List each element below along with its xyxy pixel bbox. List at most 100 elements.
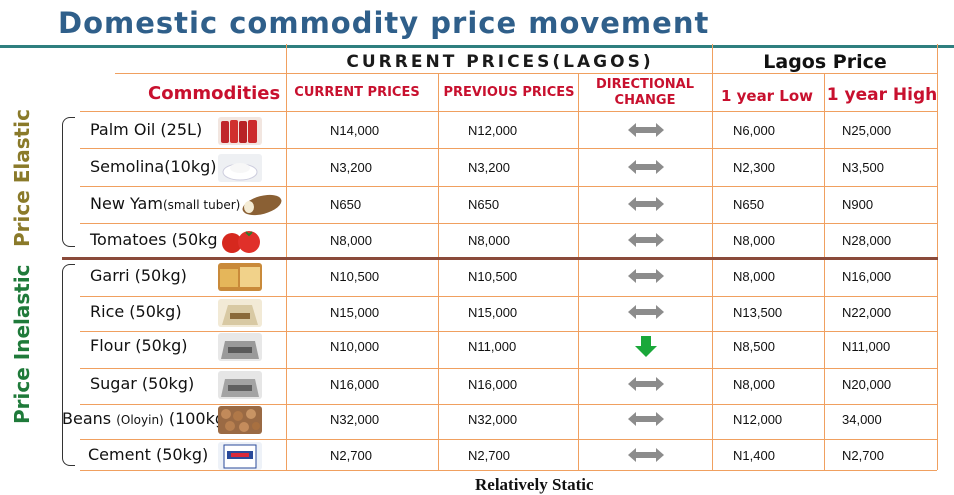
current-price-cell: N14,000 (330, 123, 380, 138)
one-year-high-cell: N900 (842, 197, 874, 212)
grid-hline (80, 111, 937, 112)
grid-hline (80, 404, 937, 405)
previous-price-cell: N3,200 (468, 160, 510, 175)
commodity-name: Beans (Oloyin) (100kg) (62, 409, 231, 428)
directional-change-header: DIRECTIONAL CHANGE (580, 77, 710, 109)
one-year-low-cell: N12,000 (733, 412, 783, 427)
current-price-cell: N8,000 (330, 233, 372, 248)
commodity-name: Rice (50kg) (90, 302, 182, 321)
commodity-name: Semolina(10kg) (90, 157, 216, 176)
commodity-name-text: Sugar (50kg) (90, 374, 195, 393)
grid-hline (115, 73, 937, 74)
current-price-cell: N32,000 (330, 412, 380, 427)
left-right-arrow-icon (628, 412, 664, 426)
commodity-name-text: Rice (50kg) (90, 302, 182, 321)
grid-hline (80, 148, 937, 149)
one-year-low-header: 1 year Low (720, 87, 814, 105)
commodity-name-tail: (100kg) (168, 409, 232, 428)
previous-price-cell: N11,000 (468, 339, 517, 354)
grid-vline (438, 73, 439, 470)
current-price-cell: N3,200 (330, 160, 372, 175)
left-right-arrow-icon (628, 160, 664, 174)
grid-hline (80, 439, 937, 440)
palm-oil-image (218, 117, 262, 145)
one-year-low-cell: N6,000 (733, 123, 775, 138)
one-year-low-cell: N1,400 (733, 448, 775, 463)
grid-vline (578, 73, 579, 470)
beans-image (218, 406, 262, 434)
one-year-high-cell: N20,000 (842, 377, 892, 392)
commodity-name-text: Flour (50kg) (90, 336, 188, 355)
lagos-price-group-header: Lagos Price (763, 51, 887, 73)
commodity-name: Cement (50kg) (88, 445, 208, 464)
semolina-image (218, 154, 262, 182)
grid-vline (824, 73, 825, 470)
grid-hline (80, 470, 937, 471)
flour-image (218, 333, 262, 361)
current-prices-group-header: CURRENT PRICES(LAGOS) (346, 52, 654, 72)
commodity-name-text: Tomatoes (50kg) (90, 230, 224, 249)
tomatoes-image (218, 227, 262, 255)
footer-note: Relatively Static (475, 475, 594, 494)
commodity-name-text: Beans (62, 409, 112, 428)
current-price-cell: N10,500 (330, 269, 380, 284)
rice-image (218, 299, 262, 327)
commodity-name-text: Palm Oil (25L) (90, 120, 203, 139)
previous-prices-header: PREVIOUS PRICES (443, 85, 575, 100)
previous-price-cell: N650 (468, 197, 500, 212)
one-year-high-cell: N2,700 (842, 448, 884, 463)
one-year-low-cell: N8,000 (733, 233, 775, 248)
one-year-low-cell: N650 (733, 197, 765, 212)
grid-hline (80, 296, 937, 297)
commodities-header: Commodities (148, 83, 281, 104)
commodity-name-text: New Yam (90, 194, 163, 213)
directional-header-line2: CHANGE (614, 93, 676, 108)
current-price-cell: N16,000 (330, 377, 380, 392)
yam-image (240, 191, 284, 219)
commodity-name-note: (small tuber) (162, 198, 241, 212)
left-right-arrow-icon (628, 269, 664, 283)
commodity-name-text: Garri (50kg) (90, 266, 187, 285)
previous-price-cell: N8,000 (468, 233, 510, 248)
commodity-name: Tomatoes (50kg) (90, 230, 224, 249)
left-right-arrow-icon (628, 233, 664, 247)
one-year-low-cell: N13,500 (733, 305, 783, 320)
page-title: Domestic commodity price movement (58, 6, 710, 40)
previous-price-cell: N15,000 (468, 305, 518, 320)
current-price-cell: N650 (330, 197, 362, 212)
grid-hline (80, 186, 937, 187)
title-rule (0, 45, 954, 48)
current-price-cell: N2,700 (330, 448, 372, 463)
commodity-name-text: Cement (50kg) (88, 445, 209, 464)
down-arrow-icon (628, 336, 664, 357)
one-year-low-cell: N8,500 (733, 339, 775, 354)
left-right-arrow-icon (628, 197, 664, 211)
directional-header-line1: DIRECTIONAL (595, 77, 695, 92)
one-year-high-cell: N3,500 (842, 160, 884, 175)
garri-image (218, 263, 262, 291)
one-year-high-cell: N28,000 (842, 233, 892, 248)
one-year-low-cell: N8,000 (733, 377, 775, 392)
left-right-arrow-icon (628, 123, 664, 137)
commodity-name-text: Semolina(10kg) (90, 157, 217, 176)
grid-hline (80, 331, 937, 332)
previous-price-cell: N32,000 (468, 412, 518, 427)
commodity-name: Flour (50kg) (90, 336, 188, 355)
one-year-high-cell: 34,000 (842, 412, 882, 427)
one-year-low-cell: N2,300 (733, 160, 775, 175)
elastic-inelastic-divider (62, 257, 938, 260)
left-right-arrow-icon (628, 377, 664, 391)
grid-hline (80, 368, 937, 369)
current-price-cell: N10,000 (330, 339, 380, 354)
commodity-name-note: (Oloyin) (116, 413, 164, 427)
commodity-name: Garri (50kg) (90, 266, 187, 285)
one-year-high-cell: N22,000 (842, 305, 892, 320)
one-year-high-cell: N16,000 (842, 269, 892, 284)
previous-price-cell: N2,700 (468, 448, 510, 463)
elastic-bracket (62, 117, 75, 247)
one-year-high-header: 1 year High (826, 85, 938, 105)
inelastic-bracket (62, 264, 75, 466)
one-year-low-cell: N8,000 (733, 269, 775, 284)
price-elastic-label: Price Elastic (10, 109, 34, 247)
grid-hline (80, 223, 937, 224)
